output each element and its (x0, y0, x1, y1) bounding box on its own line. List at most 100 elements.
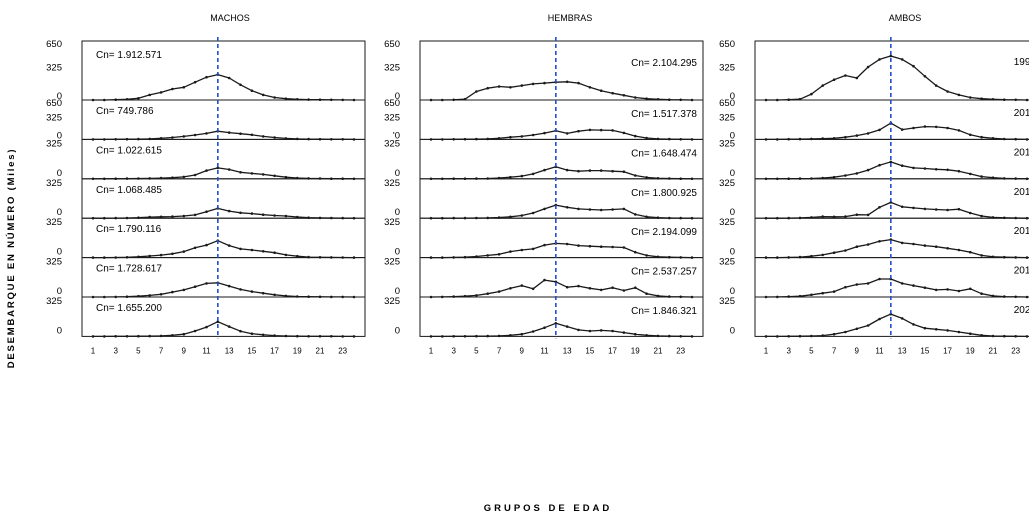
y-tick-c0-p6-0: 325 (46, 296, 62, 307)
data-point-c2-p6-5 (821, 334, 824, 337)
data-point-c1-p5-17 (622, 289, 626, 292)
data-point-c0-p6-21 (330, 335, 333, 338)
data-point-c1-p0-4 (475, 90, 478, 93)
data-point-c1-p6-10 (543, 326, 546, 330)
data-point-c1-p1-16 (611, 129, 614, 132)
data-point-c0-p4-17 (284, 253, 288, 257)
x-tick-c1-5: 11 (540, 346, 549, 355)
data-point-c0-p3-12 (227, 209, 231, 213)
series-line-c1-p1 (431, 129, 693, 141)
data-point-c2-p4-18 (969, 250, 972, 254)
y-tick-c1-p0-2: 0 (395, 91, 400, 102)
data-point-c2-p2-19 (980, 175, 983, 178)
data-point-c0-p6-10 (205, 325, 208, 329)
y-tick-c0-p4-1: 0 (57, 247, 62, 258)
x-tick-c1-10: 21 (654, 346, 663, 355)
data-point-c2-p3-9 (866, 213, 870, 217)
data-point-c2-p6-15 (934, 328, 938, 331)
data-point-c0-p0-13 (239, 83, 242, 87)
y-tick-c1-p4-1: 0 (395, 247, 400, 258)
data-point-c2-p1-18 (969, 133, 972, 137)
panel-frame-c2-p1 (754, 99, 1029, 140)
data-point-c2-p6-13 (912, 323, 915, 326)
data-point-c1-p0-9 (531, 82, 535, 86)
y-tick-c0-p4-0: 325 (46, 217, 62, 228)
data-point-c1-p6-11 (554, 322, 558, 325)
data-point-c1-p1-7 (509, 135, 512, 139)
data-point-c2-p3-14 (923, 207, 927, 211)
y-tick-c1-p3-1: 0 (395, 207, 400, 218)
x-tick-c0-1: 3 (113, 346, 118, 355)
data-point-c0-p6-14 (250, 332, 254, 336)
data-point-c0-p0-4 (137, 97, 140, 100)
data-point-c1-p4-15 (599, 245, 603, 248)
data-point-c0-p4-15 (261, 250, 265, 253)
data-point-c1-p0-18 (634, 96, 637, 99)
data-point-c2-p3-7 (844, 215, 847, 218)
y-tick-c2-p1-2: 0 (730, 130, 735, 141)
series-line-c0-p0 (93, 73, 355, 101)
data-point-c2-p6-7 (844, 330, 847, 334)
y-tick-c0-p2-0: 325 (46, 138, 62, 149)
data-point-c2-p6-21 (1003, 334, 1006, 338)
cn-label-c1-p5: Cn= 2.537.257 (631, 267, 697, 278)
data-point-c1-p3-10 (543, 207, 546, 211)
data-point-c2-p5-8 (855, 283, 859, 286)
data-point-c1-p0-10 (543, 81, 546, 85)
data-point-c2-p1-10 (878, 128, 881, 132)
data-point-c2-p2-10 (878, 163, 881, 167)
column-title-machos: MACHOS (210, 13, 250, 23)
data-point-c1-p6-14 (588, 329, 592, 333)
y-tick-c0-p1-1: 325 (46, 113, 62, 124)
series-line-c1-p6 (431, 322, 693, 338)
data-point-c2-p1-13 (912, 126, 915, 130)
data-point-c2-p1-12 (900, 128, 904, 131)
x-tick-c1-8: 17 (608, 346, 617, 355)
y-tick-c1-p6-1: 0 (395, 325, 400, 336)
data-point-c0-p3-14 (250, 212, 254, 215)
data-point-c0-p6-22 (341, 335, 345, 338)
data-point-c2-p1-19 (980, 135, 983, 139)
data-point-c1-p6-16 (611, 329, 614, 333)
data-point-c1-p6-7 (509, 334, 512, 337)
data-point-c2-p0-11 (889, 54, 893, 58)
data-point-c0-p0-6 (159, 91, 163, 94)
data-point-c2-p6-9 (866, 324, 870, 327)
data-point-c1-p4-14 (588, 244, 592, 248)
data-point-c2-p5-4 (810, 293, 813, 297)
data-point-c0-p1-7 (171, 136, 174, 139)
data-point-c1-p0-16 (611, 91, 614, 95)
data-point-c0-p4-18 (296, 254, 299, 258)
data-point-c0-p1-13 (239, 132, 242, 135)
data-point-c1-p5-14 (588, 287, 592, 290)
data-point-c0-p5-7 (171, 290, 174, 294)
data-point-c2-p2-18 (969, 172, 972, 176)
data-point-c0-p1-9 (193, 133, 197, 137)
data-point-c2-p5-14 (923, 286, 927, 290)
y-tick-c1-p2-1: 0 (395, 168, 400, 179)
data-point-c0-p0-17 (284, 97, 288, 100)
data-point-c1-p3-16 (611, 208, 614, 211)
data-point-c0-p1-15 (261, 135, 265, 138)
data-point-c0-p4-13 (239, 247, 242, 251)
year-label-c2-p2: 2016 (1014, 147, 1029, 158)
data-point-c1-p3-7 (509, 215, 512, 219)
year-label-c2-p3: 2017 (1014, 187, 1029, 198)
data-point-c1-p6-1 (441, 335, 444, 338)
data-point-c2-p1-9 (866, 132, 870, 135)
data-point-c2-p6-1 (776, 335, 779, 338)
data-point-c0-p1-16 (273, 136, 276, 139)
x-tick-c2-0: 1 (764, 346, 769, 355)
data-point-c2-p1-7 (844, 135, 847, 139)
data-point-c1-p6-4 (475, 334, 478, 338)
y-tick-c2-p4-0: 325 (719, 217, 735, 228)
x-tick-c1-2: 5 (474, 346, 479, 355)
data-point-c1-p4-19 (645, 254, 648, 257)
data-point-c0-p2-10 (205, 169, 208, 172)
data-point-c1-p3-13 (577, 207, 580, 211)
data-point-c1-p4-7 (509, 250, 512, 253)
data-point-c2-p0-10 (878, 58, 881, 61)
data-point-c1-p1-14 (588, 128, 592, 132)
data-point-c0-p6-6 (159, 334, 163, 338)
data-point-c2-p2-14 (923, 167, 927, 170)
